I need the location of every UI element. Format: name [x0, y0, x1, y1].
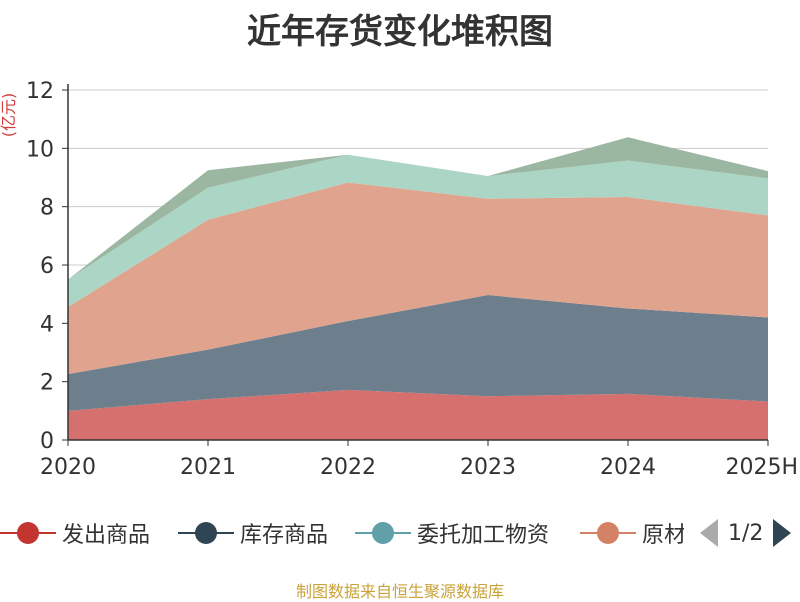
chevron-left-icon[interactable]: [700, 519, 718, 547]
legend-dot: [17, 522, 39, 544]
source-note: 制图数据来自恒生聚源数据库: [295, 582, 504, 601]
chart-plot: 0 2 4 6 8 10 12 2020 2021 2022 2023 2024 2025H (亿元): [0, 79, 798, 480]
x-tick-label: 2021: [180, 455, 236, 480]
area-series-0: [68, 389, 768, 440]
legend-label: 库存商品: [240, 523, 329, 548]
legend-dot: [372, 522, 394, 544]
legend-item-2[interactable]: 委托加工物资: [355, 513, 549, 553]
legend-marker-icon: [178, 513, 234, 553]
x-tick-label: 2023: [460, 455, 516, 480]
y-axis-unit-label: (亿元): [0, 93, 18, 138]
legend-item-0[interactable]: 发出商品: [0, 513, 150, 553]
y-tick-label: 8: [40, 196, 54, 221]
y-tick-label: 4: [40, 312, 54, 337]
legend-label: 原材料: [642, 523, 684, 548]
x-tick-label: 2025H: [725, 455, 798, 480]
legend-item-3[interactable]: 原材料: [580, 513, 684, 553]
y-tick-label: 10: [26, 137, 54, 162]
legend-marker-icon: [0, 513, 56, 553]
area-series-3: [68, 154, 768, 307]
legend-label: 发出商品: [62, 523, 151, 548]
area-series-1: [68, 295, 768, 411]
y-tick-label: 12: [26, 79, 54, 104]
legend-dot: [195, 522, 217, 544]
legend-label: 委托加工物资: [417, 523, 550, 548]
area-series-4: [68, 137, 768, 280]
legend-item-1[interactable]: 库存商品: [178, 513, 328, 553]
area-series-2: [68, 182, 768, 375]
y-tick-label: 0: [40, 429, 54, 454]
x-tick-label: 2024: [600, 455, 656, 480]
legend-marker-icon: [355, 513, 411, 553]
y-tick-label: 2: [40, 371, 54, 396]
legend-overflow-clip: 原材料: [580, 513, 684, 553]
legend-marker-icon: [580, 513, 636, 553]
x-tick-label: 2020: [40, 455, 96, 480]
legend-pager: 1/2: [700, 513, 800, 553]
legend: 发出商品 库存商品 委托加工物资 原材料: [0, 513, 800, 553]
legend-page-indicator: 1/2: [728, 520, 764, 546]
chart-title: 近年存货变化堆积图: [247, 12, 553, 52]
x-tick-label: 2022: [320, 455, 376, 480]
legend-dot: [597, 522, 619, 544]
chevron-right-icon[interactable]: [773, 519, 792, 547]
y-tick-label: 6: [40, 254, 54, 279]
